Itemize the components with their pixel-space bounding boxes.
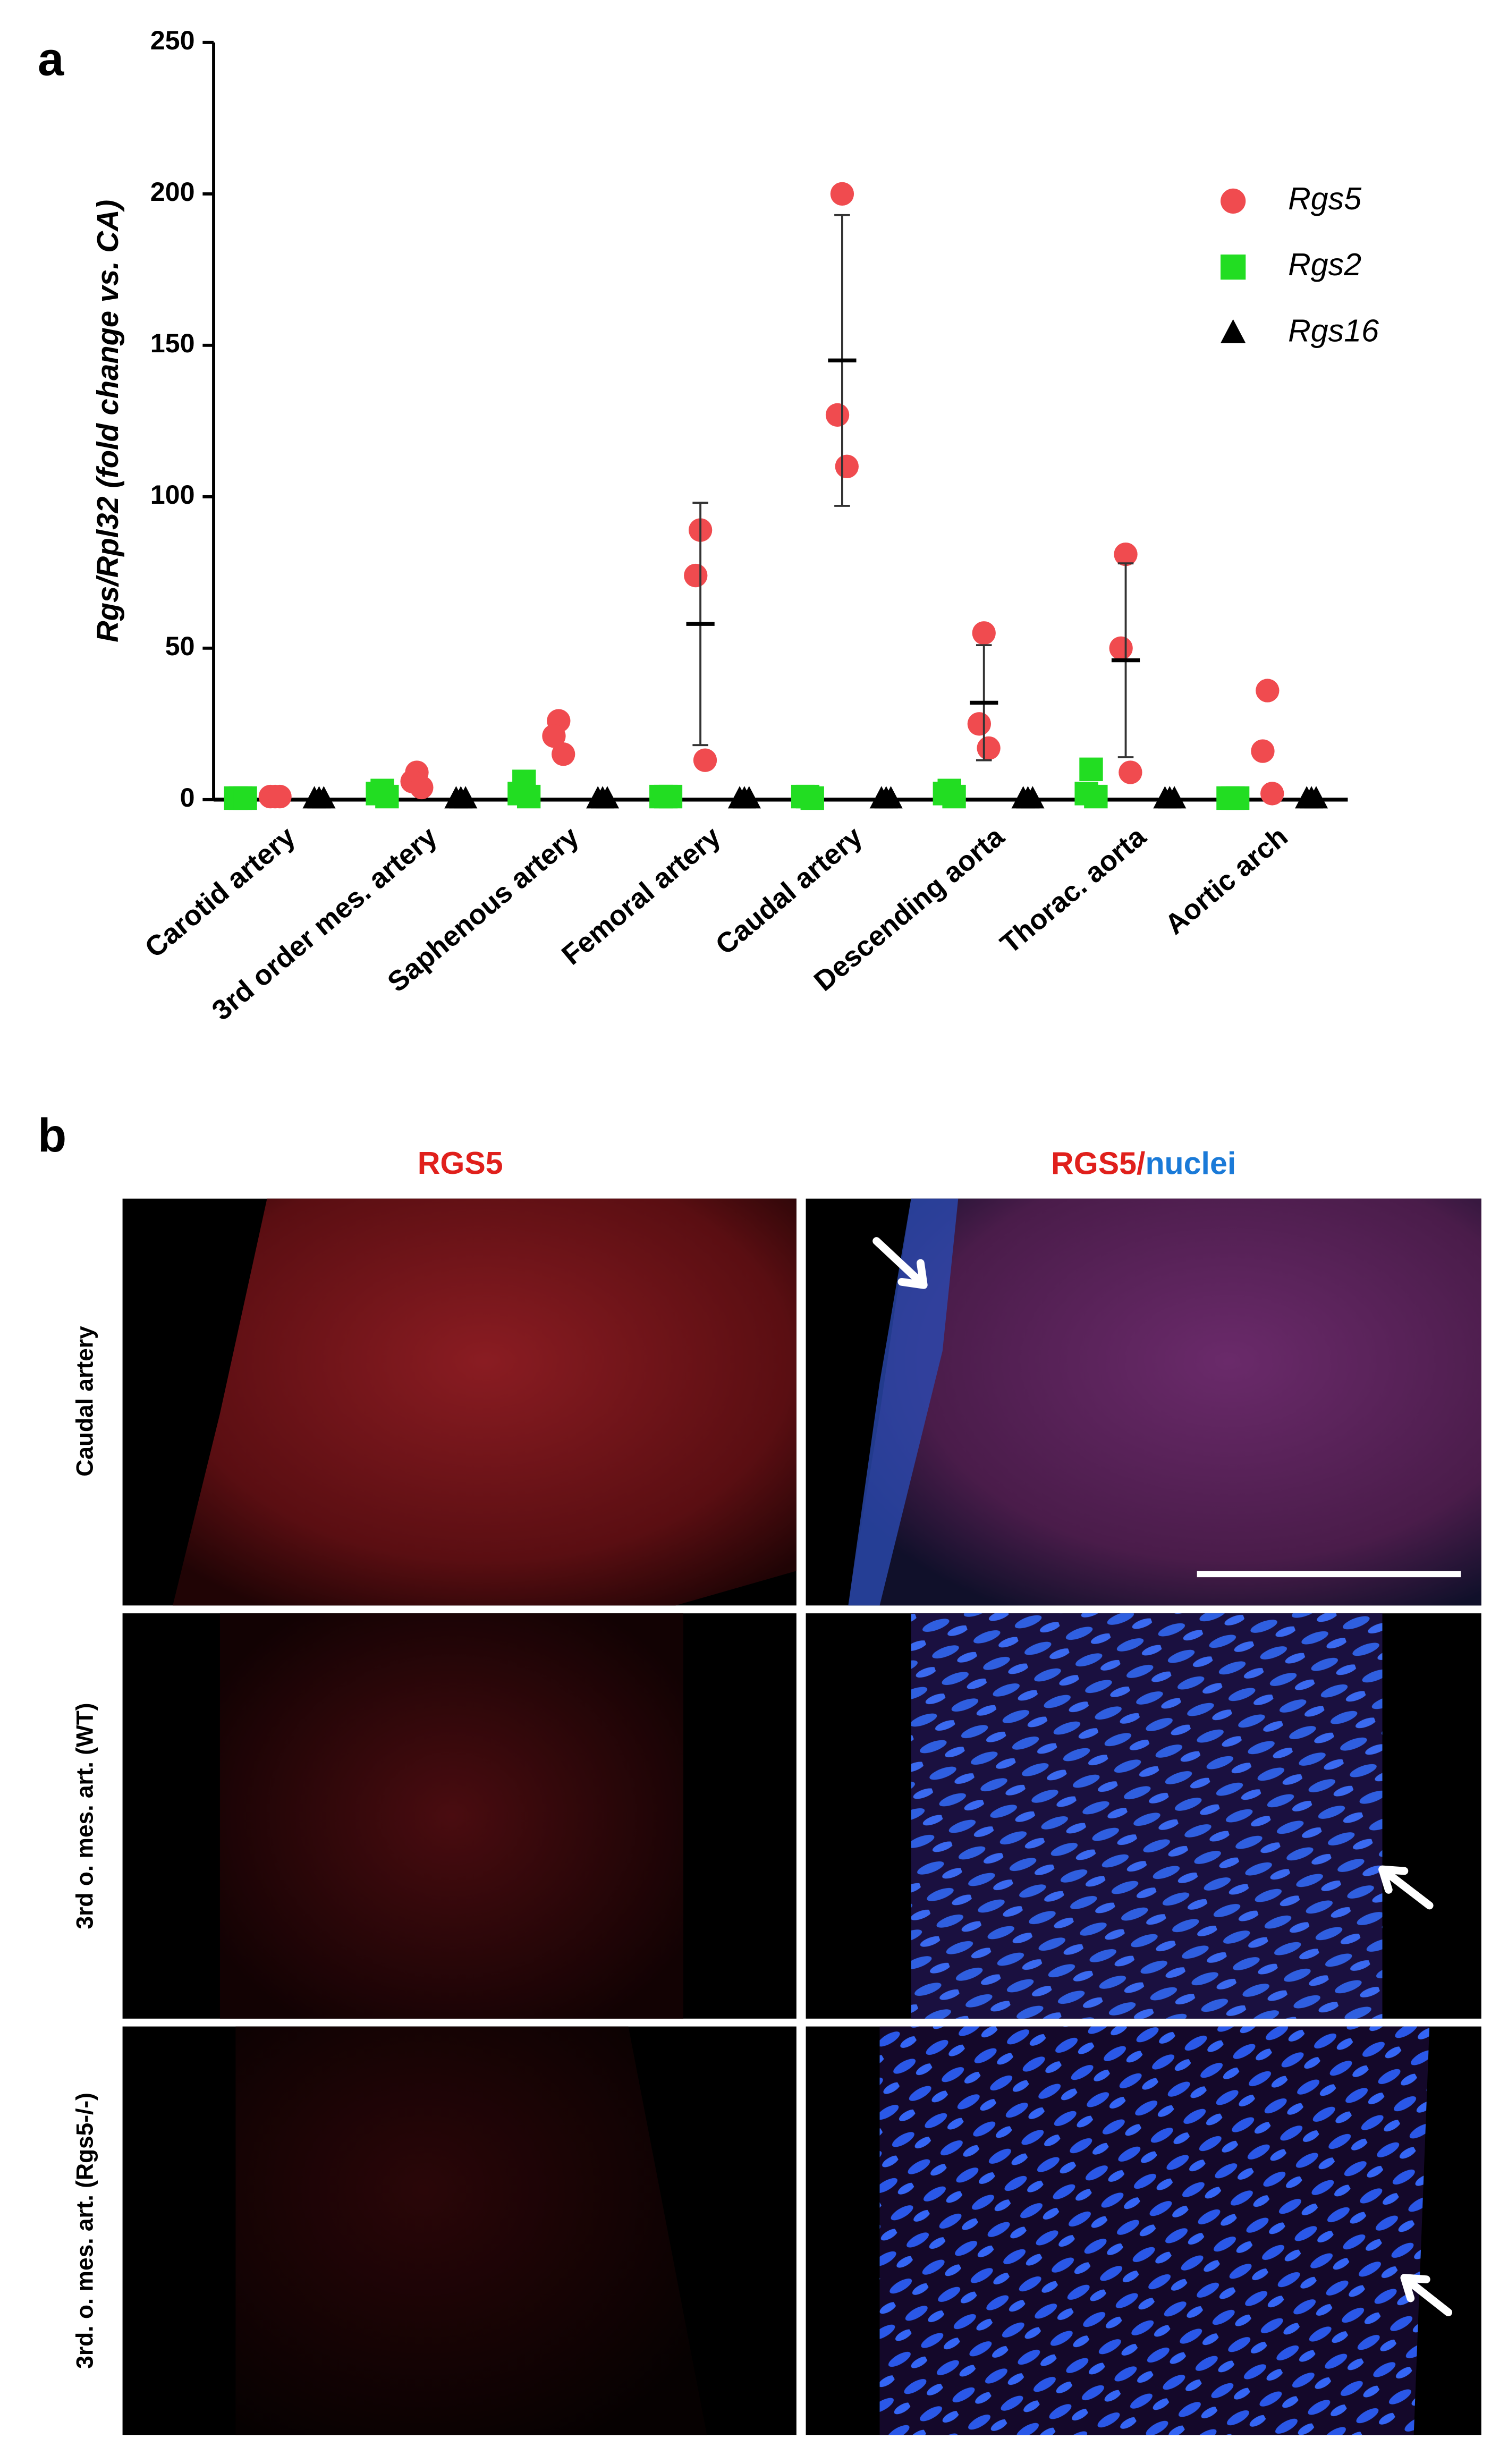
data-point	[552, 742, 575, 766]
data-point	[879, 786, 903, 809]
data-point	[1021, 786, 1045, 809]
arrow	[1400, 2274, 1453, 2317]
data-point	[1304, 786, 1328, 809]
micrograph-nuclei	[848, 1198, 959, 1606]
legend-label: Rgs2	[1288, 247, 1361, 282]
chart-a: a Rgs/Rpl32 (fold change vs. CA) 0 50 100 150…	[38, 26, 1379, 1027]
data-point	[967, 712, 992, 736]
x-tick-label: Aortic arch	[1159, 821, 1293, 941]
legend-label: Rgs5	[1288, 181, 1362, 216]
x-tick-label: Caudal artery	[710, 820, 869, 961]
micrograph-tissue	[219, 1613, 683, 2019]
data-point	[453, 786, 478, 809]
data-point	[1225, 786, 1250, 810]
column-header: RGS5	[418, 1145, 503, 1181]
micrograph-tissue	[848, 1198, 1481, 1606]
micrograph-nuclei	[911, 1613, 1383, 2019]
panel-b: b RGS5 RGS5/nuclei Caudal artery 3rd o. …	[38, 1109, 1481, 2435]
y-tick-label: 100	[150, 480, 195, 510]
data-point	[312, 786, 336, 809]
column-header: RGS5/nuclei	[1051, 1145, 1236, 1181]
x-tick-label: 3rd order mes. artery	[206, 820, 443, 1027]
data-point	[375, 784, 399, 809]
data-point	[977, 736, 1001, 760]
y-tick-label: 250	[150, 26, 195, 55]
data-point	[972, 621, 996, 645]
data-point	[1109, 636, 1133, 660]
y-tick-label: 200	[150, 177, 195, 207]
data-point	[830, 182, 854, 206]
x-tick-label: Thorac. aorta	[995, 820, 1152, 960]
panel-label: a	[38, 33, 64, 86]
data-point	[942, 784, 966, 809]
row-label: 3rd o. mes. art. (WT)	[72, 1703, 98, 1929]
data-point	[1084, 784, 1108, 809]
row-label: 3rd. o. mes. art. (Rgs5-/-)	[72, 2093, 98, 2369]
data-point	[1260, 782, 1284, 806]
row-label: Caudal artery	[72, 1326, 98, 1477]
data-point	[542, 724, 566, 748]
micrograph-tissue	[235, 2026, 707, 2435]
y-tick-label: 0	[180, 783, 195, 812]
data-point	[1251, 739, 1275, 763]
data-point	[516, 784, 541, 809]
legend-marker	[1221, 319, 1246, 343]
panel-label: b	[38, 1109, 66, 1162]
data-point	[835, 454, 859, 479]
data-point	[800, 786, 824, 810]
data-point	[1114, 542, 1138, 566]
y-axis-label: Rgs/Rpl32 (fold change vs. CA)	[91, 200, 124, 642]
data-point	[684, 563, 708, 588]
data-point	[737, 786, 761, 809]
legend-label: Rgs16	[1288, 312, 1379, 348]
data-point	[1079, 757, 1103, 781]
data-point	[658, 784, 683, 809]
data-point	[233, 786, 257, 810]
header-part: RGS5/	[1051, 1145, 1145, 1181]
legend-marker	[1221, 254, 1246, 280]
legend-marker	[1221, 188, 1246, 214]
data-point	[595, 786, 620, 809]
data-point	[693, 748, 717, 772]
arrow	[1378, 1865, 1434, 1910]
micrograph-tissue	[173, 1198, 797, 1606]
header-part: nuclei	[1145, 1145, 1236, 1181]
data-point	[1256, 679, 1280, 702]
y-tick-label: 150	[150, 328, 195, 358]
data-point	[410, 775, 434, 800]
data-point	[1119, 760, 1142, 784]
y-tick-label: 50	[165, 631, 195, 661]
data-point	[825, 403, 850, 427]
data-point	[268, 784, 292, 809]
micrograph-nuclei	[879, 2026, 1430, 2435]
data-point	[1162, 786, 1187, 809]
arrow	[872, 1237, 928, 1289]
